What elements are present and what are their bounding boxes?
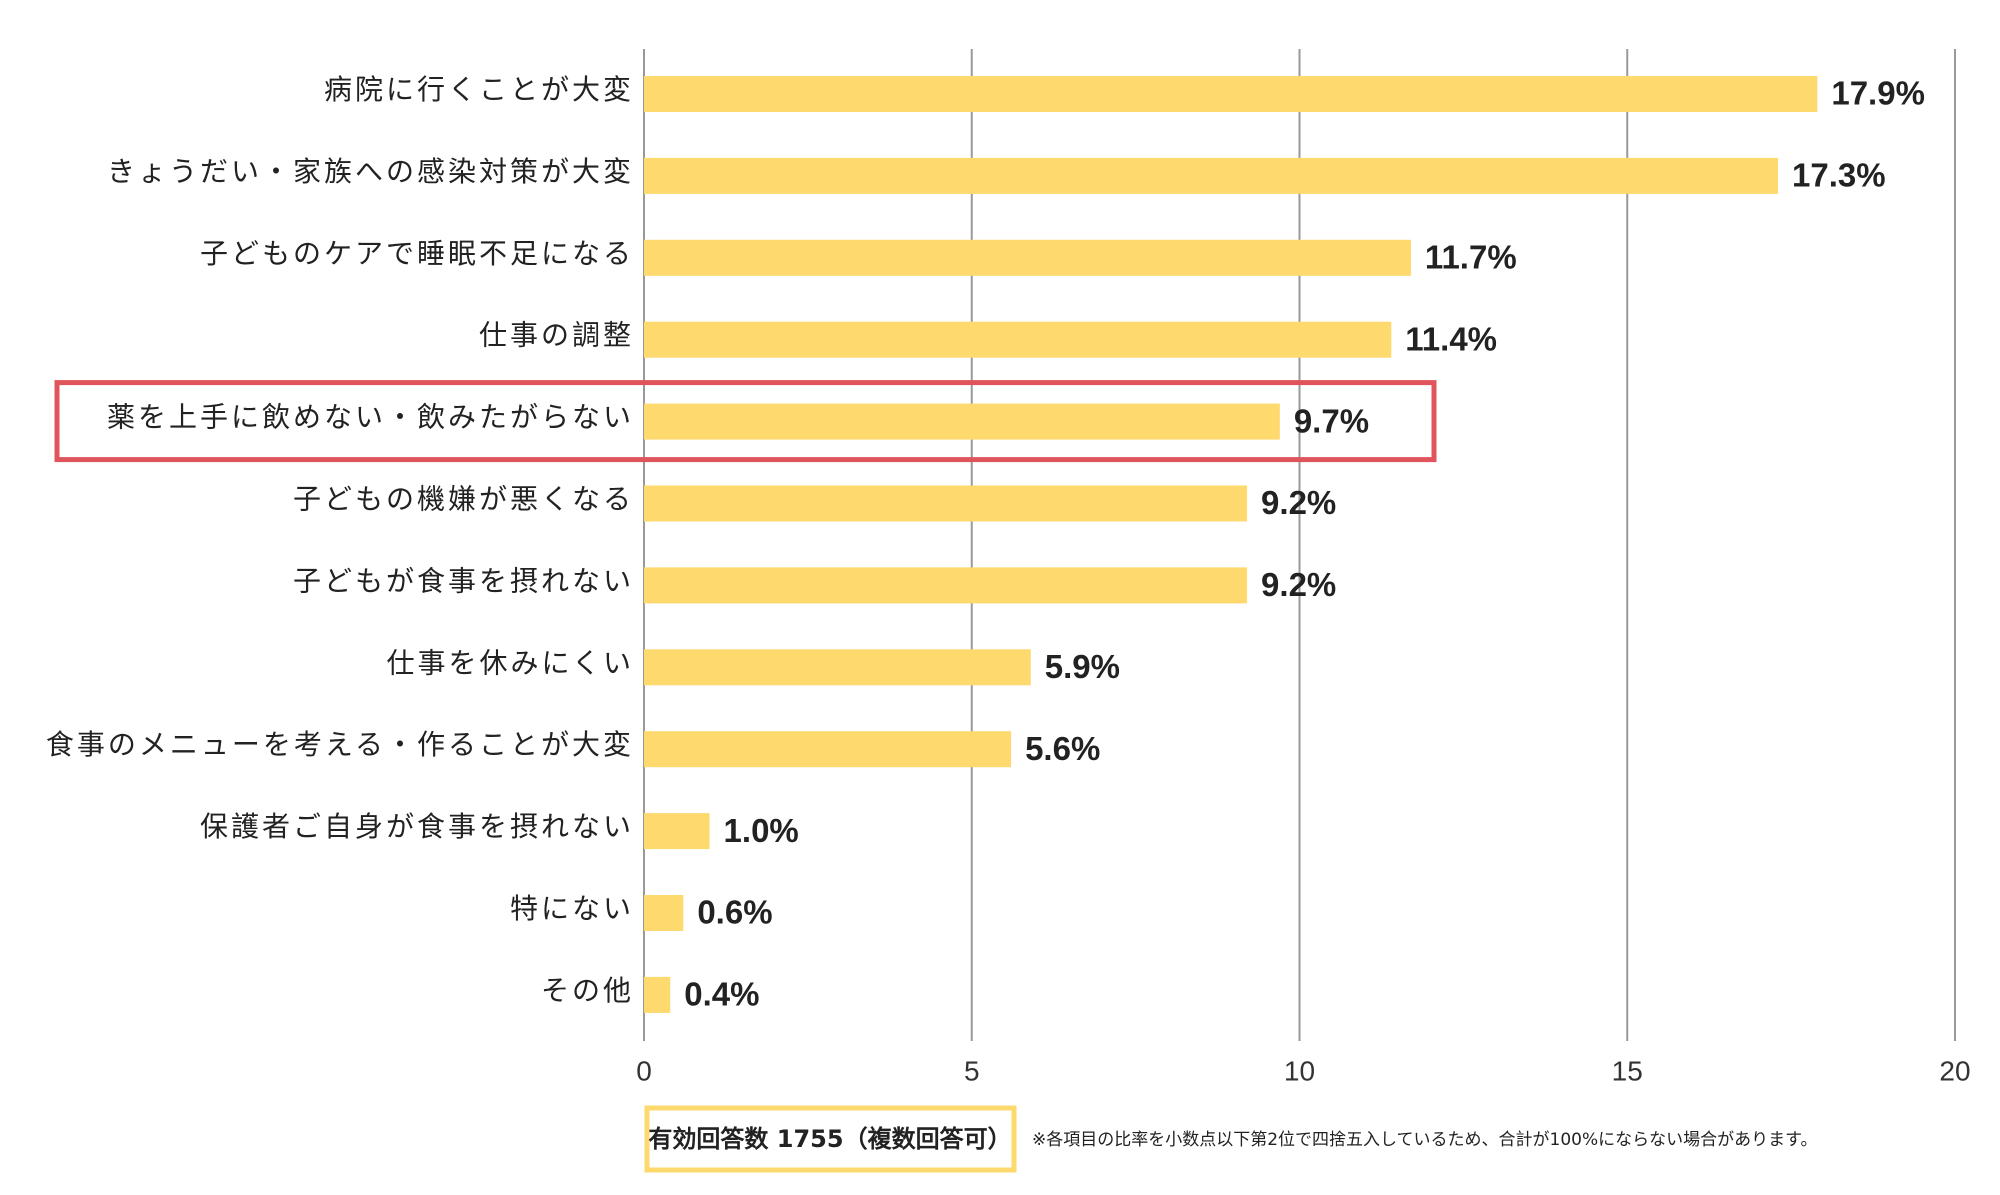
bar xyxy=(644,813,710,850)
category-label: 仕事の調整 xyxy=(479,319,634,352)
value-label: 1.0% xyxy=(724,812,799,849)
value-label: 0.4% xyxy=(684,976,759,1013)
category-label: 特にない xyxy=(510,892,634,925)
category-label: 病院に行くことが大変 xyxy=(324,73,634,106)
x-tick-label: 15 xyxy=(1612,1055,1643,1086)
value-label: 11.7% xyxy=(1425,239,1517,276)
value-label: 0.6% xyxy=(697,894,772,931)
x-tick-label: 10 xyxy=(1284,1055,1315,1086)
bar xyxy=(644,895,684,931)
value-label: 11.4% xyxy=(1405,320,1497,357)
category-label: 保護者ご自身が食事を摂れない xyxy=(200,810,634,843)
category-label: 子どものケアで睡眠不足になる xyxy=(200,237,634,270)
bar xyxy=(644,485,1248,522)
category-label: その他 xyxy=(541,974,634,1007)
value-label: 5.6% xyxy=(1025,730,1100,767)
footnote: ※各項目の比率を小数点以下第2位で四捨五入しているため、合計が100%にならない… xyxy=(1032,1130,1817,1150)
bar xyxy=(644,731,1012,768)
bar xyxy=(644,403,1280,440)
highlight-box xyxy=(54,380,1437,463)
category-label: 食事のメニューを考える・作ることが大変 xyxy=(46,728,634,761)
value-label: 17.3% xyxy=(1792,157,1886,194)
category-label: きょうだい・家族への感染対策が大変 xyxy=(107,155,634,188)
category-label: 子どもの機嫌が悪くなる xyxy=(293,483,634,516)
value-label: 9.7% xyxy=(1294,402,1369,439)
bar xyxy=(644,649,1031,686)
category-label: 薬を上手に飲めない・飲みたがらない xyxy=(107,401,634,434)
bar xyxy=(644,976,671,1013)
x-tick-label: 5 xyxy=(964,1055,980,1086)
respondents-box xyxy=(644,1105,1017,1173)
value-label: 5.9% xyxy=(1045,648,1120,685)
bar xyxy=(644,239,1411,276)
bar xyxy=(644,157,1779,194)
category-label: 子どもが食事を摂れない xyxy=(293,564,634,597)
bar xyxy=(644,567,1248,604)
x-tick-label: 0 xyxy=(636,1055,652,1086)
x-tick-label: 20 xyxy=(1939,1055,1970,1086)
value-label: 9.2% xyxy=(1261,484,1336,521)
bar xyxy=(644,76,1818,112)
respondents: 有効回答数 1755（複数回答可） xyxy=(648,1125,1011,1153)
value-label: 9.2% xyxy=(1261,566,1336,603)
value-label: 17.9% xyxy=(1831,75,1925,112)
bar xyxy=(644,321,1392,358)
category-label: 仕事を休みにくい xyxy=(387,646,634,679)
